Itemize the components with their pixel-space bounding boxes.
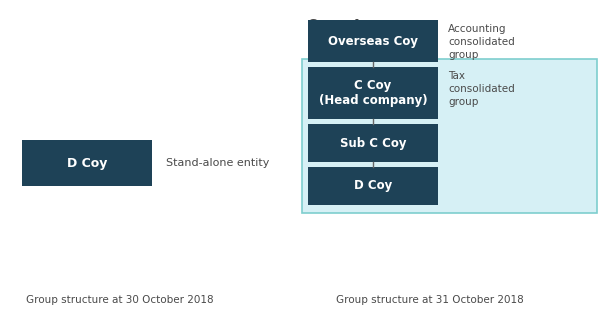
Text: Group structure at 30 October 2018: Group structure at 30 October 2018 (26, 295, 214, 305)
FancyBboxPatch shape (308, 167, 438, 205)
Text: D Coy: D Coy (67, 156, 107, 170)
Text: D Coy: D Coy (354, 180, 392, 192)
Text: Stand-alone entity: Stand-alone entity (166, 158, 269, 168)
Text: Group A: Group A (308, 18, 361, 31)
FancyBboxPatch shape (302, 59, 597, 213)
FancyBboxPatch shape (308, 67, 438, 119)
Text: Group structure at 31 October 2018: Group structure at 31 October 2018 (336, 295, 524, 305)
Text: Sub C Coy: Sub C Coy (340, 137, 406, 149)
Text: Overseas Coy: Overseas Coy (328, 35, 418, 47)
FancyBboxPatch shape (308, 20, 438, 62)
Text: C Coy
(Head company): C Coy (Head company) (318, 79, 427, 107)
FancyBboxPatch shape (22, 140, 152, 186)
Text: Tax
consolidated
group: Tax consolidated group (448, 71, 515, 107)
Text: Accounting
consolidated
group: Accounting consolidated group (448, 24, 515, 60)
FancyBboxPatch shape (308, 124, 438, 162)
